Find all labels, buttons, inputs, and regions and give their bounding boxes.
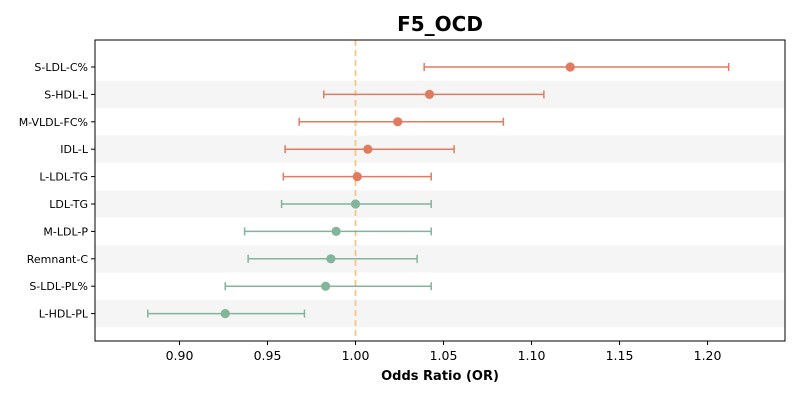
y-tick-label: L-LDL-TG xyxy=(39,171,88,184)
data-points xyxy=(147,62,730,319)
x-tick-label: 0.95 xyxy=(254,348,282,363)
x-tick-label: 0.90 xyxy=(166,348,194,363)
row-band xyxy=(95,190,785,218)
or-point xyxy=(331,226,341,236)
or-point xyxy=(363,144,373,154)
or-point xyxy=(326,254,336,264)
y-tick-label: M-VLDL-FC% xyxy=(19,116,88,129)
or-point xyxy=(350,199,361,209)
or-point xyxy=(320,281,331,291)
row-band xyxy=(95,245,785,273)
forest-row xyxy=(147,309,306,319)
forest-row xyxy=(243,226,432,236)
y-axis: S-LDL-C% S-HDL-L M-VLDL-FC% IDL-L L-LDL-TG LD… xyxy=(19,61,95,321)
or-point xyxy=(393,117,403,127)
y-tick-label: M-LDL-P xyxy=(43,225,88,238)
chart-title: F5_OCD xyxy=(397,12,483,36)
or-point xyxy=(424,89,435,99)
y-tick-label: S-LDL-PL% xyxy=(29,280,88,293)
y-tick-label: L-HDL-PL xyxy=(39,308,89,321)
x-tick-label: 1.00 xyxy=(342,348,370,363)
forest-row xyxy=(224,281,432,291)
y-tick-label: S-HDL-L xyxy=(44,88,89,101)
row-bands xyxy=(95,80,785,328)
or-point xyxy=(352,172,362,182)
y-tick-label: LDL-TG xyxy=(49,198,88,211)
forest-row xyxy=(284,144,455,154)
or-point xyxy=(565,62,575,72)
forest-row xyxy=(323,89,545,99)
forest-row xyxy=(423,62,730,72)
x-axis-label: Odds Ratio (OR) xyxy=(381,369,499,384)
x-tick-label: 1.20 xyxy=(694,348,722,363)
y-tick-label: S-LDL-C% xyxy=(34,61,88,74)
forest-row xyxy=(280,199,432,209)
x-tick-label: 1.15 xyxy=(606,348,634,363)
x-tick-label: 1.05 xyxy=(430,348,458,363)
or-point xyxy=(220,309,230,319)
forest-row xyxy=(282,172,432,182)
y-tick-label: IDL-L xyxy=(60,143,89,156)
x-axis: 0.90 0.95 1.00 1.05 1.10 1.15 1.20 xyxy=(166,341,722,363)
plot-frame xyxy=(94,39,786,342)
x-tick-label: 1.10 xyxy=(518,348,546,363)
forest-row xyxy=(298,117,505,127)
forest-row xyxy=(247,254,418,264)
y-tick-label: Remnant-C xyxy=(27,253,89,266)
